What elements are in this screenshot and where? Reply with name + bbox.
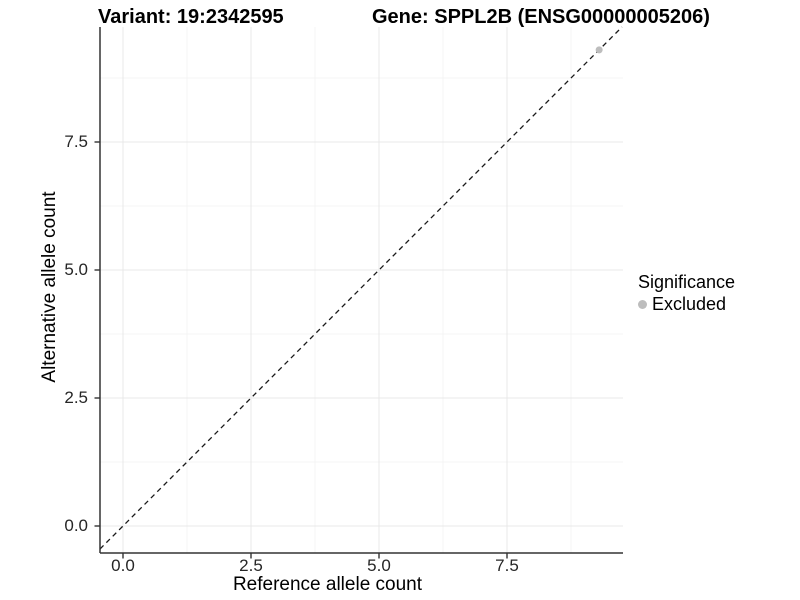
x-axis-title: Reference allele count [232,574,423,595]
x-tick-label: 2.5 [239,556,263,575]
y-axis-title: Alternative allele count [39,191,60,383]
excluded-point-icon [638,300,647,309]
x-tick-label: 0.0 [111,556,135,575]
legend-title: Significance [638,272,736,292]
legend: Significance Excluded [638,272,735,315]
x-tick-label: 7.5 [495,556,519,575]
legend-item-label: Excluded [652,294,727,314]
y-tick-label: 7.5 [64,132,88,151]
y-tick-label: 0.0 [64,516,88,535]
panel-background [100,27,623,553]
y-tick-label: 2.5 [64,388,88,407]
x-tick-label: 5.0 [367,556,391,575]
legend-item-excluded: Excluded [638,294,735,315]
plot-title-gene: Gene: SPPL2B (ENSG00000005206) [372,6,710,28]
identity-line [99,26,623,550]
y-tick-label: 5.0 [64,260,88,279]
data-point [595,46,603,54]
plot-title-variant: Variant: 19:2342595 [98,6,284,28]
